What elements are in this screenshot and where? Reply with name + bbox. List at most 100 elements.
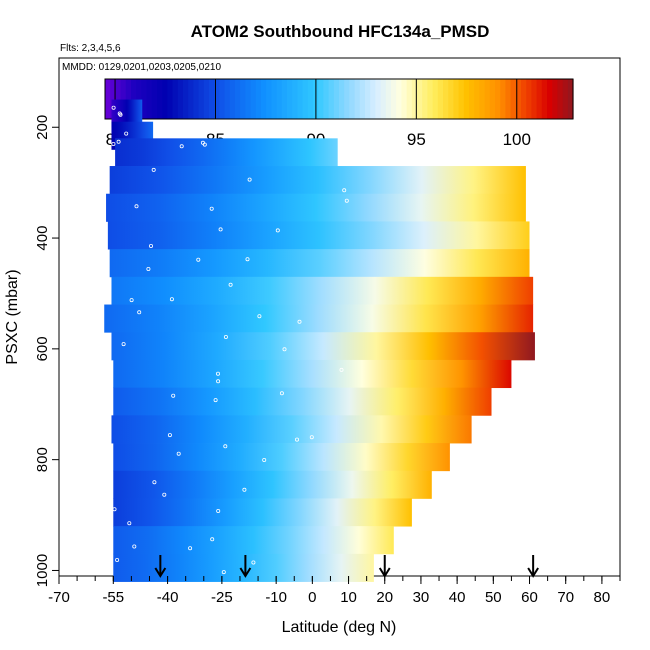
sample-point: [112, 507, 117, 512]
colorbar-segment: [323, 79, 330, 119]
x-tick-label: -70: [48, 589, 70, 606]
sample-point: [342, 188, 347, 193]
heatmap-row: [113, 359, 512, 389]
colorbar-segment: [443, 79, 449, 119]
colorbar-segment: [375, 79, 382, 119]
colorbar-segment: [474, 79, 480, 119]
colorbar-segment: [510, 79, 517, 119]
colorbar-segment: [198, 79, 205, 119]
colorbar-segment: [157, 79, 163, 119]
colorbar-segment: [271, 79, 278, 119]
heatmap-row: [113, 387, 492, 416]
colorbar-segment: [261, 79, 267, 119]
sample-point: [152, 480, 157, 485]
colorbar-segment: [432, 79, 439, 119]
colorbar-segment: [365, 79, 371, 119]
sample-point: [210, 537, 215, 542]
colorbar-segment: [115, 79, 122, 119]
sample-point: [275, 228, 280, 233]
colorbar-segment: [183, 79, 189, 119]
y-axis: 200 400 600 800 1000: [34, 115, 59, 587]
x-tick-label: 70: [557, 589, 574, 606]
colorbar-segment: [417, 79, 423, 119]
sample-point: [171, 393, 176, 398]
x-tick-label: 40: [449, 589, 466, 606]
colorbar-segment: [188, 79, 194, 119]
colorbar-segment: [177, 79, 184, 119]
x-tick-label: -40: [157, 589, 179, 606]
colorbar-segment: [453, 79, 460, 119]
latitude-arrow: [527, 555, 539, 578]
colorbar-segment: [458, 79, 465, 119]
colorbar-segment: [567, 79, 574, 119]
heatmap-row: [113, 443, 450, 472]
colorbar-segment: [245, 79, 252, 119]
sample-point: [247, 177, 252, 182]
heatmap-row: [107, 221, 530, 250]
colorbar-segment: [489, 79, 496, 119]
colorbar-segment: [136, 79, 142, 119]
sample-point: [257, 314, 262, 319]
sample-point: [223, 444, 228, 449]
latitude-arrow: [239, 555, 252, 578]
colorbar-segment: [146, 79, 153, 119]
sample-point: [228, 282, 233, 287]
colorbar-segment: [167, 79, 174, 119]
y-tick-label: 200: [34, 115, 51, 140]
colorbar-segment: [266, 79, 272, 119]
sample-point: [148, 243, 153, 248]
sample-point: [215, 371, 220, 376]
heatmap-row: [113, 470, 432, 499]
colorbar-segment: [240, 79, 246, 119]
sample-point: [218, 227, 223, 232]
sample-point: [196, 257, 201, 262]
heatmap-row: [106, 193, 526, 222]
sample-point: [297, 319, 302, 324]
chart-title: ATOM2 Southbound HFC134a_PMSD: [191, 22, 490, 41]
colorbar-segment: [521, 79, 527, 119]
colorbar-frame: [104, 78, 574, 120]
colorbar-segment: [422, 79, 428, 119]
colorbar-segment: [437, 79, 444, 119]
colorbar-segment: [557, 79, 564, 119]
heatmap-row: [109, 166, 526, 195]
colorbar-segment: [469, 79, 475, 119]
colorbar-segment: [515, 79, 522, 119]
sample-point: [344, 198, 349, 203]
sample-point: [251, 560, 256, 565]
colorbar-segment: [463, 79, 470, 119]
x-tick-label: 20: [376, 589, 393, 606]
sample-point: [151, 167, 156, 172]
colorbar-segment: [276, 79, 283, 119]
heatmap-row: [115, 138, 338, 167]
sample-point: [209, 206, 214, 211]
sample-point: [282, 347, 287, 352]
x-tick-label: 50: [485, 589, 502, 606]
sample-point: [339, 367, 344, 372]
colorbar-segment: [224, 79, 231, 119]
colorbar-segment: [214, 79, 220, 119]
colorbar-segment: [255, 79, 262, 119]
colorbar-segment: [141, 79, 148, 119]
sample-point: [116, 139, 121, 144]
sample-point: [117, 111, 122, 116]
y-axis-label: PSXC (mbar): [4, 269, 21, 364]
colorbar-segment: [552, 79, 558, 119]
sample-point: [137, 310, 142, 315]
sample-point: [245, 257, 250, 262]
sample-point: [132, 544, 137, 549]
colorbar-segment: [354, 79, 361, 119]
data-points: [111, 105, 349, 575]
colorbar-segment: [526, 79, 532, 119]
colorbar-segment: [396, 79, 402, 119]
colorbar-tick-label: 100: [503, 130, 531, 149]
colorbar-segment: [495, 79, 501, 119]
colorbar-segment: [359, 79, 366, 119]
sample-point: [213, 398, 218, 403]
x-tick-label: 80: [594, 589, 611, 606]
colorbar-segment: [235, 79, 241, 119]
colorbar-segment: [370, 79, 376, 119]
sample-point: [188, 546, 193, 551]
x-tick-label: 60: [521, 589, 538, 606]
sample-point: [216, 379, 221, 384]
